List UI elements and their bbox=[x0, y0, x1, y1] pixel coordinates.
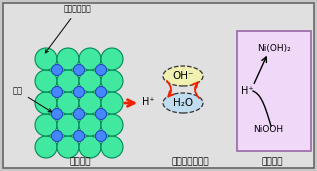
Text: 正電極側: 正電極側 bbox=[261, 157, 283, 167]
Circle shape bbox=[57, 114, 79, 136]
Circle shape bbox=[57, 92, 79, 114]
Circle shape bbox=[35, 48, 57, 70]
Circle shape bbox=[35, 70, 57, 92]
Text: H⁺: H⁺ bbox=[241, 86, 253, 96]
FancyArrowPatch shape bbox=[167, 81, 173, 96]
Text: H⁺: H⁺ bbox=[142, 97, 155, 107]
Circle shape bbox=[79, 70, 101, 92]
Text: 水素: 水素 bbox=[13, 87, 52, 112]
Circle shape bbox=[74, 64, 85, 76]
Circle shape bbox=[51, 130, 62, 141]
Circle shape bbox=[51, 64, 62, 76]
Circle shape bbox=[101, 92, 123, 114]
Circle shape bbox=[74, 130, 85, 141]
Text: NiOOH: NiOOH bbox=[253, 124, 283, 134]
Text: H₂O: H₂O bbox=[173, 98, 193, 108]
Circle shape bbox=[57, 48, 79, 70]
Ellipse shape bbox=[163, 93, 203, 113]
Circle shape bbox=[95, 64, 107, 76]
Circle shape bbox=[95, 87, 107, 97]
Circle shape bbox=[51, 109, 62, 120]
Text: アルカリ電解液: アルカリ電解液 bbox=[171, 157, 209, 167]
Text: Ni(OH)₂: Ni(OH)₂ bbox=[257, 43, 291, 52]
Circle shape bbox=[101, 48, 123, 70]
Circle shape bbox=[74, 87, 85, 97]
Circle shape bbox=[101, 70, 123, 92]
Circle shape bbox=[35, 92, 57, 114]
Circle shape bbox=[57, 136, 79, 158]
Bar bbox=[237, 31, 311, 151]
Text: OH⁻: OH⁻ bbox=[172, 71, 194, 81]
Ellipse shape bbox=[163, 66, 203, 86]
Circle shape bbox=[79, 92, 101, 114]
Text: 水素吸蔵合金: 水素吸蔵合金 bbox=[45, 4, 92, 53]
Circle shape bbox=[57, 70, 79, 92]
Circle shape bbox=[95, 130, 107, 141]
Circle shape bbox=[35, 114, 57, 136]
Circle shape bbox=[101, 136, 123, 158]
Circle shape bbox=[95, 109, 107, 120]
Circle shape bbox=[79, 114, 101, 136]
Circle shape bbox=[51, 87, 62, 97]
Text: 負電極側: 負電極側 bbox=[69, 157, 91, 167]
Circle shape bbox=[79, 48, 101, 70]
Circle shape bbox=[35, 136, 57, 158]
Circle shape bbox=[74, 109, 85, 120]
Circle shape bbox=[101, 114, 123, 136]
FancyArrowPatch shape bbox=[192, 82, 199, 98]
Circle shape bbox=[79, 136, 101, 158]
